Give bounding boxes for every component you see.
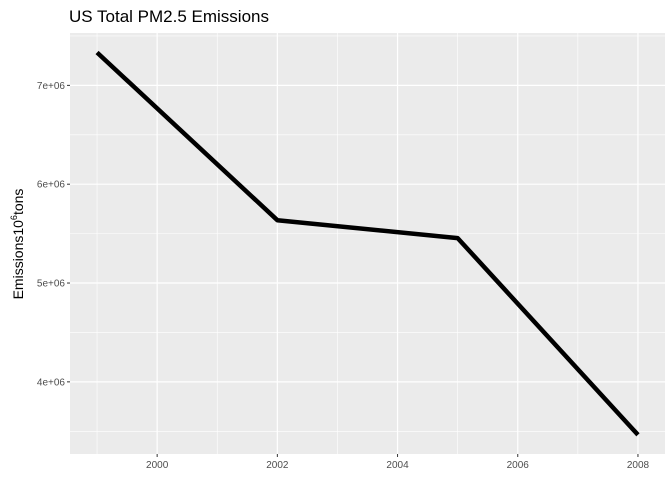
minor-gridlines — [70, 33, 665, 454]
y-axis-title-suffix: tons — [10, 189, 26, 215]
y-tick-label: 4e+06 — [37, 377, 66, 388]
y-tick-label: 6e+06 — [37, 180, 66, 191]
series-line-1 — [95, 50, 640, 437]
y-tick-label: 5e+06 — [37, 279, 66, 290]
series-layer — [95, 50, 640, 437]
x-tick-label: 2002 — [266, 460, 289, 471]
x-tick-label: 2006 — [507, 460, 530, 471]
y-axis: 4e+06 5e+06 6e+06 7e+06 — [37, 81, 70, 388]
y-axis-title: Emissions106tons — [9, 189, 26, 300]
plot-panel — [70, 33, 665, 454]
y-axis-title-superscript: 6 — [9, 215, 19, 220]
major-gridlines — [70, 33, 665, 454]
chart-title: US Total PM2.5 Emissions — [69, 7, 269, 26]
x-tick-label: 2004 — [386, 460, 409, 471]
y-tick-label: 7e+06 — [37, 81, 66, 92]
x-tick-label: 2008 — [627, 460, 650, 471]
y-axis-title-prefix: Emissions10 — [10, 220, 26, 300]
x-tick-label: 2000 — [146, 460, 169, 471]
x-axis: 2000 2002 2004 2006 2008 — [146, 454, 650, 471]
